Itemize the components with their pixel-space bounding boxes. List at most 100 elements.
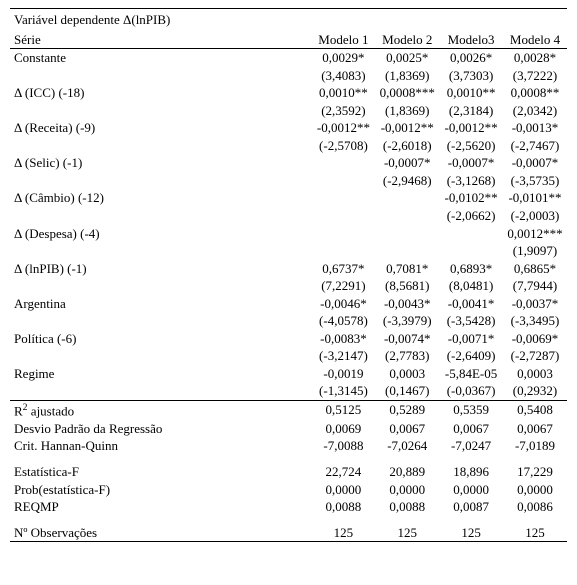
stat-val: 22,724 <box>311 455 375 481</box>
header-model-1: Modelo 1 <box>311 31 375 49</box>
coef-label: Regime <box>10 365 311 383</box>
header-model-4: Modelo 4 <box>503 31 567 49</box>
coef-val: -5,84E-05 <box>439 365 503 383</box>
coef-tstat: (7,7944) <box>503 277 567 295</box>
coef-label-blank <box>10 347 311 365</box>
stat-val: 0,0067 <box>503 420 567 438</box>
coef-tstat: (-3,1268) <box>439 172 503 190</box>
coef-tstat: (-2,7287) <box>503 347 567 365</box>
coef-tstat: (-2,7467) <box>503 137 567 155</box>
coef-val: 0,0025* <box>375 49 439 67</box>
stat-val: -7,0088 <box>311 437 375 455</box>
coef-val: -0,0013* <box>503 119 567 137</box>
coef-val: -0,0043* <box>375 295 439 313</box>
header-label: Série <box>10 31 311 49</box>
coef-tstat: (-3,5428) <box>439 312 503 330</box>
coef-tstat: (-3,2147) <box>311 347 375 365</box>
coef-tstat: (3,4083) <box>311 67 375 85</box>
regression-table: Variável dependente Δ(lnPIB)SérieModelo … <box>10 8 567 542</box>
stat-val: 125 <box>439 516 503 542</box>
coef-val: 0,7081* <box>375 260 439 278</box>
stat-label: REQMP <box>10 498 311 516</box>
coef-val: -0,0037* <box>503 295 567 313</box>
coef-val <box>375 225 439 243</box>
stat-val: 0,0067 <box>375 420 439 438</box>
coef-val: -0,0041* <box>439 295 503 313</box>
coef-tstat: (2,3184) <box>439 102 503 120</box>
coef-tstat: (-2,0662) <box>439 207 503 225</box>
coef-label-blank <box>10 172 311 190</box>
coef-label-blank <box>10 242 311 260</box>
coef-tstat: (2,3592) <box>311 102 375 120</box>
coef-val: 0,0003 <box>375 365 439 383</box>
stat-val: 0,0067 <box>439 420 503 438</box>
stat-val: 0,0088 <box>311 498 375 516</box>
coef-val: 0,6893* <box>439 260 503 278</box>
coef-val: 0,0008*** <box>375 84 439 102</box>
coef-label: Δ (ICC) (-18) <box>10 84 311 102</box>
coef-tstat: (-1,3145) <box>311 382 375 400</box>
stat-val: 0,5359 <box>439 401 503 420</box>
coef-label: Δ (Selic) (-1) <box>10 154 311 172</box>
coef-label-blank <box>10 67 311 85</box>
coef-tstat: (-2,0003) <box>503 207 567 225</box>
coef-tstat: (7,2291) <box>311 277 375 295</box>
stat-val: -7,0264 <box>375 437 439 455</box>
coef-val: 0,6865* <box>503 260 567 278</box>
coef-val: -0,0012** <box>375 119 439 137</box>
coef-label: Δ (Despesa) (-4) <box>10 225 311 243</box>
coef-val: 0,6737* <box>311 260 375 278</box>
stat-val: 0,0086 <box>503 498 567 516</box>
stat-val: 0,0069 <box>311 420 375 438</box>
coef-label-blank <box>10 102 311 120</box>
coef-tstat <box>311 242 375 260</box>
stat-label: Crit. Hannan-Quinn <box>10 437 311 455</box>
stat-val: 0,0000 <box>503 481 567 499</box>
stat-val: 0,0087 <box>439 498 503 516</box>
coef-val: 0,0028* <box>503 49 567 67</box>
stat-val: 0,0000 <box>439 481 503 499</box>
stat-label: Estatística-F <box>10 455 311 481</box>
stat-label: R2 ajustado <box>10 401 311 420</box>
stat-val: 0,5289 <box>375 401 439 420</box>
coef-label-blank <box>10 137 311 155</box>
coef-val: 0,0029* <box>311 49 375 67</box>
coef-val <box>375 189 439 207</box>
stat-label: Nº Observações <box>10 516 311 542</box>
coef-val: 0,0003 <box>503 365 567 383</box>
coef-tstat: (0,1467) <box>375 382 439 400</box>
stat-val: 0,5125 <box>311 401 375 420</box>
coef-val: -0,0083* <box>311 330 375 348</box>
coef-val: -0,0074* <box>375 330 439 348</box>
coef-val <box>311 154 375 172</box>
coef-tstat <box>439 242 503 260</box>
table-caption: Variável dependente Δ(lnPIB) <box>10 9 567 31</box>
coef-tstat: (0,2932) <box>503 382 567 400</box>
coef-tstat: (1,8369) <box>375 102 439 120</box>
stat-val: 20,889 <box>375 455 439 481</box>
header-model-3: Modelo3 <box>439 31 503 49</box>
coef-val: 0,0008** <box>503 84 567 102</box>
coef-tstat: (3,7303) <box>439 67 503 85</box>
stat-val: -7,0189 <box>503 437 567 455</box>
stat-val: 0,5408 <box>503 401 567 420</box>
coef-val: 0,0012*** <box>503 225 567 243</box>
stat-val: 125 <box>375 516 439 542</box>
stat-val: 0,0000 <box>375 481 439 499</box>
coef-val <box>311 225 375 243</box>
coef-tstat: (-0,0367) <box>439 382 503 400</box>
coef-val: -0,0007* <box>375 154 439 172</box>
coef-tstat: (8,0481) <box>439 277 503 295</box>
coef-label: Argentina <box>10 295 311 313</box>
stat-val: 0,0088 <box>375 498 439 516</box>
coef-tstat: (-3,3495) <box>503 312 567 330</box>
coef-tstat <box>311 172 375 190</box>
coef-tstat: (-2,9468) <box>375 172 439 190</box>
coef-val: -0,0101** <box>503 189 567 207</box>
coef-val <box>439 225 503 243</box>
coef-val: -0,0102** <box>439 189 503 207</box>
coef-val: -0,0069* <box>503 330 567 348</box>
coef-label: Constante <box>10 49 311 67</box>
stat-val: 125 <box>311 516 375 542</box>
coef-tstat <box>375 242 439 260</box>
